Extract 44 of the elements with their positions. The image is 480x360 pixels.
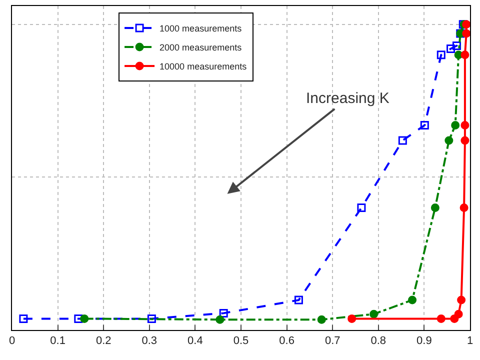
x-tick-label: 0.1 bbox=[50, 335, 66, 348]
point bbox=[216, 315, 224, 324]
point bbox=[451, 120, 460, 130]
x-tick-label: 0.5 bbox=[233, 335, 249, 348]
point bbox=[436, 50, 446, 60]
point bbox=[457, 296, 466, 304]
x-tick-label: 0.7 bbox=[324, 335, 340, 348]
point bbox=[454, 310, 463, 318]
point bbox=[430, 203, 440, 212]
x-tick-label: 0.6 bbox=[279, 335, 294, 348]
x-tick-label: 0.9 bbox=[416, 335, 432, 348]
point bbox=[80, 314, 89, 323]
point bbox=[19, 314, 28, 323]
x-tick-label: 0 bbox=[8, 335, 16, 348]
x-tick-label: 0.4 bbox=[188, 335, 203, 348]
annotation: Increasing K bbox=[306, 90, 390, 107]
point bbox=[147, 314, 156, 323]
legend-label: 10000 measurements bbox=[160, 61, 248, 72]
point bbox=[446, 44, 456, 54]
point bbox=[460, 203, 468, 212]
point bbox=[462, 29, 470, 38]
point bbox=[74, 314, 83, 323]
point bbox=[348, 314, 356, 323]
point bbox=[357, 203, 366, 212]
point bbox=[460, 136, 470, 145]
point bbox=[420, 120, 429, 130]
point bbox=[398, 136, 407, 145]
point bbox=[460, 50, 470, 60]
x-tick-label: 1 bbox=[466, 335, 474, 348]
point bbox=[436, 314, 446, 323]
x-tick-label: 0.3 bbox=[142, 335, 158, 348]
point bbox=[452, 41, 461, 50]
point bbox=[408, 296, 417, 304]
point bbox=[317, 315, 326, 324]
x-tick-label: 0.2 bbox=[96, 335, 112, 348]
point bbox=[444, 136, 454, 145]
x-tick-label: 0.8 bbox=[370, 335, 386, 348]
point bbox=[370, 310, 378, 318]
point bbox=[294, 296, 303, 304]
point bbox=[460, 120, 470, 130]
legend-label: 2000 measurements bbox=[160, 42, 242, 52]
point bbox=[219, 308, 228, 318]
point bbox=[462, 20, 470, 29]
legend-label: 1000 measurements bbox=[160, 23, 242, 34]
